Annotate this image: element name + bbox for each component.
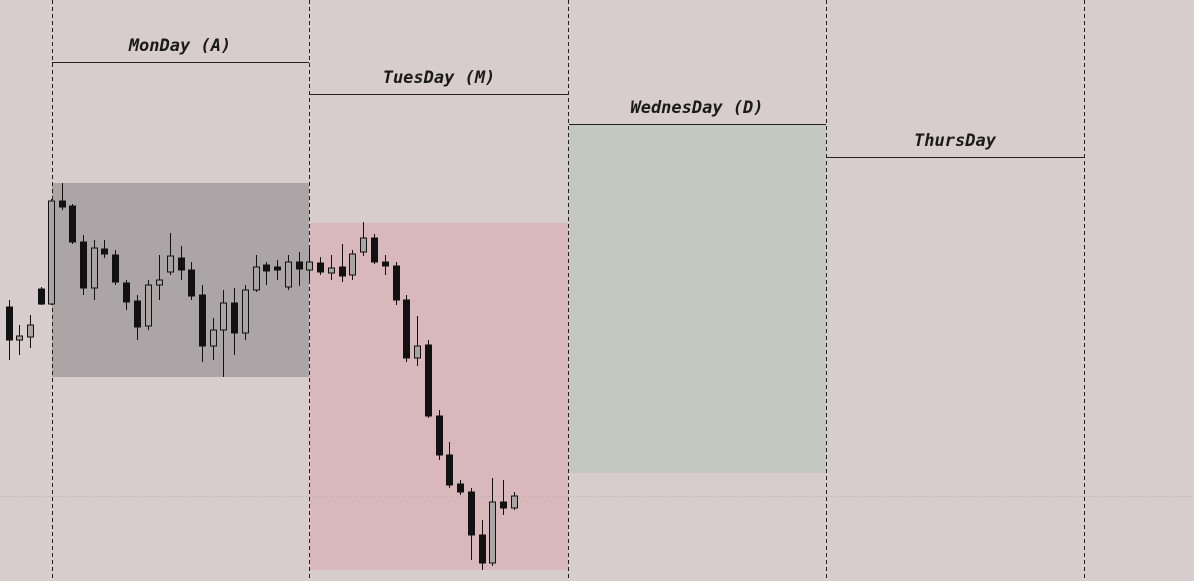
candle-body (156, 279, 163, 286)
candle-body (6, 306, 13, 341)
candle-body (403, 299, 410, 359)
candle-body (263, 264, 270, 272)
candle-body (285, 261, 292, 288)
candle-body (371, 237, 378, 263)
candle-body (393, 265, 400, 301)
candle-body (339, 266, 346, 277)
candle-body (446, 454, 453, 486)
day-label: WednesDay (D) (630, 98, 763, 118)
candle-body (80, 241, 87, 289)
day-label: MonDay (A) (128, 36, 231, 56)
wednesday-range-box (569, 125, 826, 473)
candle-body (479, 534, 486, 564)
candle-body (306, 261, 313, 271)
candle-body (69, 205, 76, 243)
candle-body (489, 501, 496, 564)
candle-body (199, 294, 206, 347)
candle-body (59, 200, 66, 208)
candle-body (210, 329, 217, 347)
candles (6, 183, 518, 570)
candle-body (16, 335, 23, 341)
candle-body (511, 495, 518, 509)
candle-body (134, 300, 141, 328)
candle-body (253, 266, 260, 291)
candle-body (188, 269, 195, 297)
candle-body (317, 262, 324, 273)
candle-body (468, 491, 475, 536)
candle-body (457, 483, 464, 493)
monday-range-box (52, 183, 309, 377)
candle-body (382, 261, 389, 267)
candle-body (27, 324, 34, 338)
candle-body (500, 501, 507, 509)
candle-body (167, 255, 174, 273)
candle-body (436, 415, 443, 456)
candle-body (178, 257, 185, 271)
day-label: ThursDay (914, 131, 997, 151)
candle-body (425, 344, 432, 417)
candle-body (220, 302, 227, 331)
candle-body (242, 289, 249, 334)
candle-body (296, 261, 303, 270)
tuesday-range-box (310, 223, 568, 570)
candle-body (360, 237, 367, 253)
candle-body (328, 267, 335, 274)
candle-body (91, 247, 98, 289)
day-lines (52, 62, 1084, 158)
candle-body (414, 345, 421, 359)
candle-body (112, 254, 119, 283)
candle-body (349, 253, 356, 276)
candle-body (38, 288, 45, 305)
candle-body (48, 200, 55, 305)
candle-body (274, 266, 281, 271)
day-label: TuesDay (M) (383, 68, 496, 88)
candle-body (145, 284, 152, 327)
candle-body (231, 302, 238, 334)
candle-body (123, 282, 130, 303)
candle-body (101, 248, 108, 255)
